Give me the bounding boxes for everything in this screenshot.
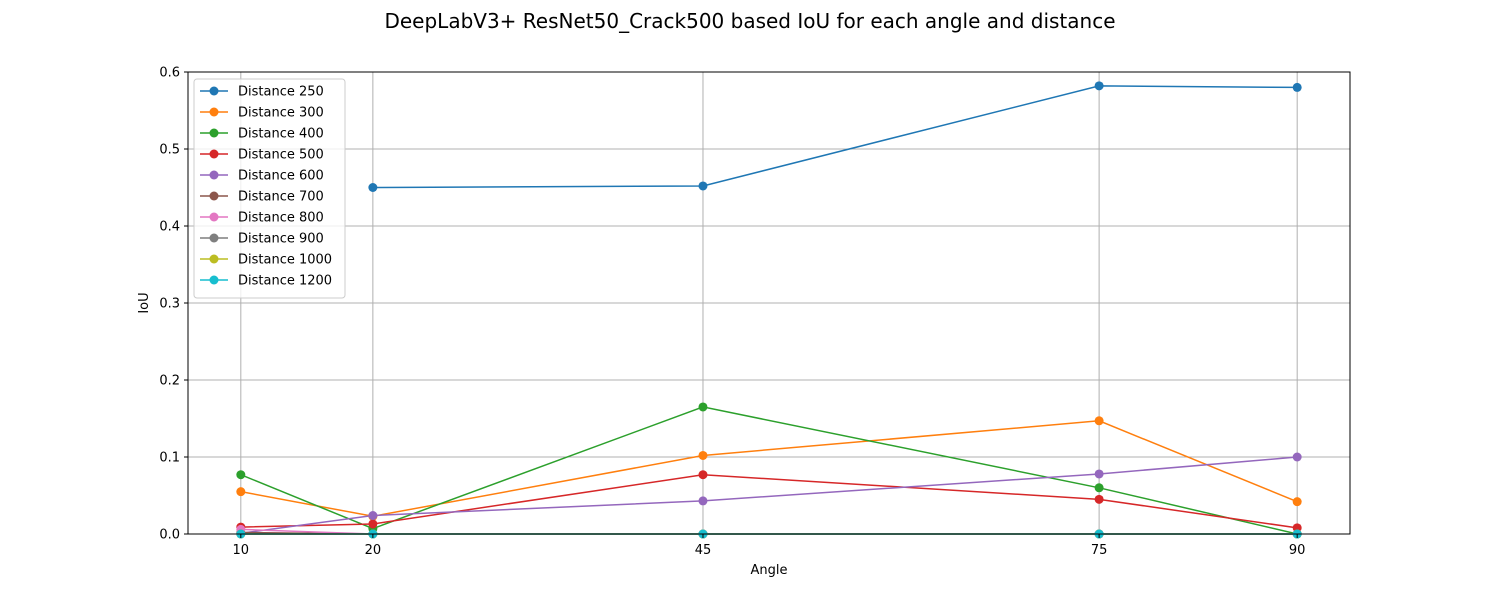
legend-marker: [209, 107, 219, 117]
legend-label: Distance 250: [238, 85, 324, 100]
x-tick-label: 20: [365, 543, 382, 558]
data-point: [1094, 81, 1104, 91]
series-line: [240, 473, 1298, 529]
series-distance-500: [236, 470, 1302, 533]
y-tick-label: 0.3: [159, 297, 180, 312]
x-tick-label: 75: [1091, 543, 1108, 558]
legend-entry: Distance 500: [200, 148, 324, 163]
series-distance-700: [236, 527, 1302, 539]
legend-entry: Distance 300: [200, 106, 324, 121]
legend-label: Distance 700: [238, 190, 324, 205]
data-point: [698, 450, 708, 460]
data-point: [1094, 483, 1104, 493]
legend-entry: Distance 1200: [200, 274, 332, 289]
legend-marker: [209, 170, 219, 180]
legend-entry: Distance 400: [200, 127, 324, 142]
data-point: [698, 181, 708, 191]
legend-label: Distance 1200: [238, 274, 332, 289]
y-axis-label: IoU: [137, 292, 152, 313]
data-point: [698, 402, 708, 412]
series-line: [240, 456, 1298, 534]
chart-title: DeepLabV3+ ResNet50_Crack500 based IoU f…: [384, 9, 1115, 33]
y-tick-label: 0.1: [159, 451, 180, 466]
y-tick-label: 0.5: [159, 143, 180, 158]
legend-marker: [209, 128, 219, 138]
data-point: [236, 470, 246, 480]
data-point: [698, 470, 708, 480]
data-point: [1094, 494, 1104, 504]
data-point: [1292, 452, 1302, 462]
data-point: [698, 496, 708, 506]
axis-ticks: 10 20 45 75 90 0.0 0.1 0.2 0.3 0.4 0.5 0.6: [159, 66, 1305, 559]
x-tick-label: 10: [233, 543, 250, 558]
legend-entry: Distance 700: [200, 190, 324, 205]
legend-marker: [209, 212, 219, 222]
legend: Distance 250 Distance 300 Distance 400 Dist…: [193, 78, 346, 299]
legend-entry: Distance 250: [200, 85, 324, 100]
legend-box: [193, 78, 346, 299]
data-point: [236, 487, 246, 497]
legend-entry: Distance 900: [200, 232, 324, 247]
legend-label: Distance 500: [238, 148, 324, 163]
series-distance-600: [236, 452, 1302, 538]
series-line: [240, 420, 1298, 518]
legend-label: Distance 300: [238, 106, 324, 121]
legend-marker: [209, 233, 219, 243]
data-point: [368, 519, 378, 529]
x-tick-label: 45: [695, 543, 712, 558]
data-point: [1292, 497, 1302, 507]
legend-marker: [209, 86, 219, 96]
series-layer: [236, 81, 1302, 539]
series-distance-800: [236, 524, 1302, 539]
legend-label: Distance 1000: [238, 253, 332, 268]
y-tick-label: 0.6: [159, 66, 180, 81]
data-point: [1094, 416, 1104, 426]
series-distance-250: [368, 81, 1302, 192]
series-line: [372, 85, 1298, 189]
legend-label: Distance 400: [238, 127, 324, 142]
x-tick-label: 90: [1289, 543, 1306, 558]
x-axis-label: Angle: [751, 563, 788, 578]
data-point: [1292, 523, 1302, 533]
y-tick-label: 0.4: [159, 220, 180, 235]
legend-marker: [209, 275, 219, 285]
series-distance-300: [236, 416, 1302, 521]
data-point: [1094, 469, 1104, 479]
data-point: [368, 183, 378, 192]
legend-marker: [209, 149, 219, 159]
data-point: [1292, 82, 1302, 92]
legend-entry: Distance 600: [200, 169, 324, 184]
legend-marker: [209, 191, 219, 201]
y-tick-label: 0.2: [159, 374, 180, 389]
legend-label: Distance 600: [238, 169, 324, 184]
legend-entry: Distance 800: [200, 211, 324, 226]
legend-marker: [209, 254, 219, 264]
legend-label: Distance 900: [238, 232, 324, 247]
grid-lines: [188, 71, 1350, 535]
legend-entry: Distance 1000: [200, 253, 332, 268]
y-tick-label: 0.0: [159, 528, 180, 543]
data-point: [368, 511, 378, 521]
legend-label: Distance 800: [238, 211, 324, 226]
